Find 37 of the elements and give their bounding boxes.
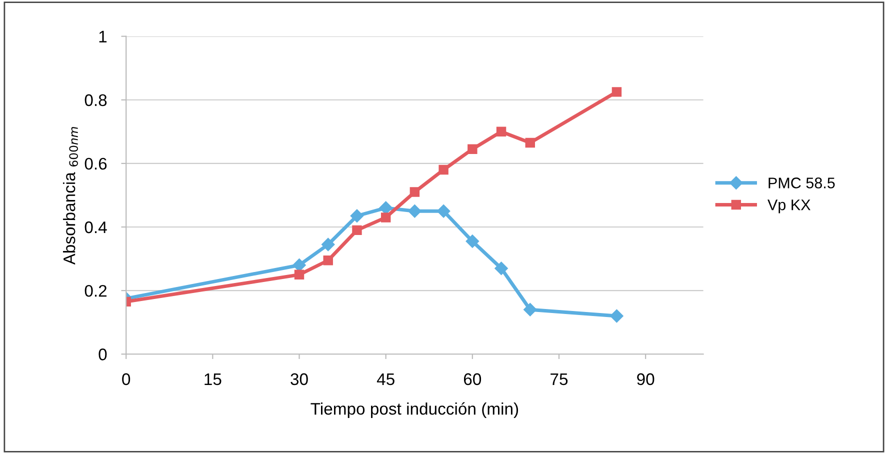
point (350, 209, 364, 222)
point (494, 262, 508, 275)
x-tick-label: 75 (550, 373, 568, 386)
x-tick-label: 60 (464, 373, 482, 386)
point (323, 256, 333, 266)
point (610, 309, 624, 323)
point (525, 138, 535, 148)
y-tick-label: 0.2 (84, 284, 107, 297)
point (468, 144, 478, 154)
point (408, 204, 422, 218)
legend-label: Vp KX (768, 200, 810, 214)
legend-label: PMC 58.5 (768, 178, 835, 188)
point (379, 201, 392, 215)
x-tick-label: 45 (376, 373, 394, 386)
point (410, 187, 420, 197)
y-tick-label: 0.8 (84, 94, 107, 106)
point (380, 212, 391, 222)
point (612, 87, 622, 97)
point (466, 234, 480, 248)
point (524, 303, 537, 316)
x-tick-label: 30 (290, 373, 308, 386)
x-tick-label: 90 (637, 373, 654, 386)
point (292, 258, 306, 272)
y-tick-label: 0 (98, 348, 107, 360)
y-tick-label: 1 (99, 30, 107, 42)
y-tick-label: 0.4 (84, 221, 107, 234)
y-axis-title: Absorbancia $_{600nm}$ (63, 127, 78, 265)
x-axis-title: Tiempo post inducción (min) (310, 402, 518, 418)
point (496, 126, 506, 137)
x-tick-label: 15 (204, 373, 222, 386)
point (436, 204, 450, 218)
x-tick-label: 0 (122, 373, 130, 386)
point (438, 164, 448, 175)
point (294, 270, 304, 280)
point (322, 238, 335, 252)
y-tick-label: 0.6 (84, 158, 107, 170)
point (352, 225, 362, 236)
